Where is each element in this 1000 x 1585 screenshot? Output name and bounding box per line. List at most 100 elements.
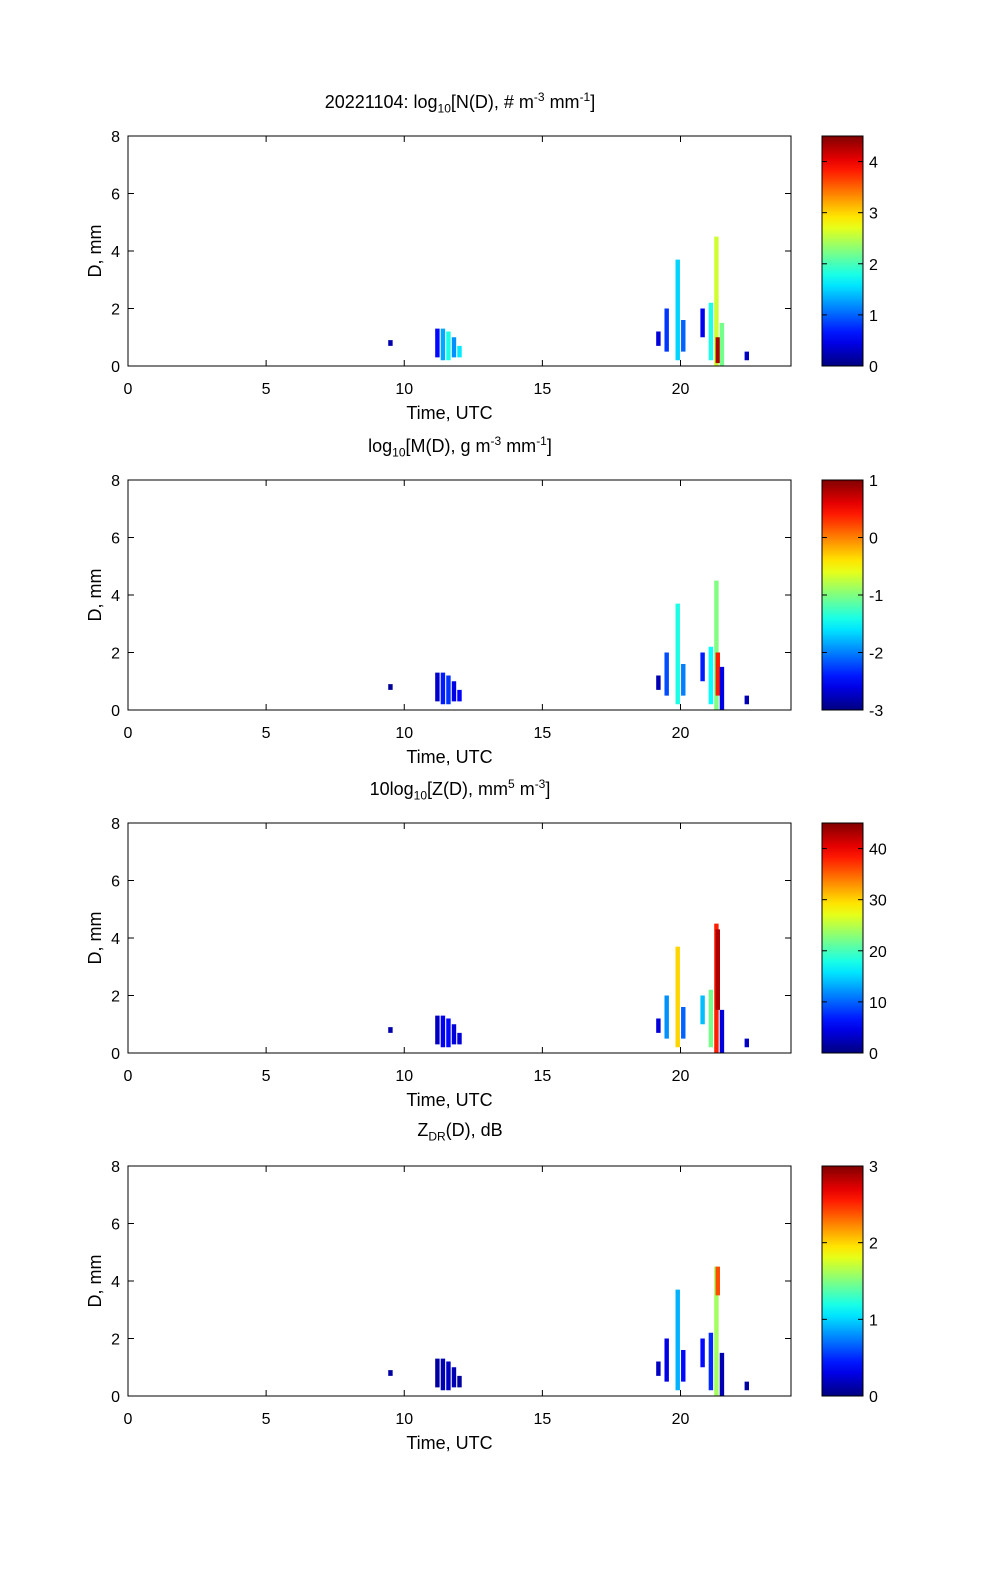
x-tick-label: 0 — [124, 725, 133, 742]
data-cell — [744, 351, 750, 361]
plot-area — [128, 1166, 791, 1396]
data-cell — [700, 1338, 705, 1368]
x-tick-label: 15 — [533, 1411, 551, 1428]
data-cell — [656, 1361, 661, 1376]
data-cell — [388, 1370, 393, 1376]
plot-area — [128, 136, 791, 366]
y-tick-label: 8 — [111, 816, 120, 833]
colorbar — [821, 1165, 864, 1397]
panel-title: 20221104: log10[N(D), # m-3 mm-1] — [0, 90, 920, 116]
data-cell — [451, 681, 457, 702]
data-cell — [714, 1266, 719, 1396]
colorbar-tick-label: 4 — [869, 155, 878, 172]
panel-title-part: -3 — [534, 777, 546, 791]
data-cell — [664, 995, 669, 1039]
data-cell — [446, 331, 451, 361]
panel-title-part: 10 — [437, 101, 451, 116]
panel-title-part: m — [514, 779, 535, 799]
colorbar — [821, 135, 864, 367]
y-tick-label: 0 — [111, 703, 120, 720]
data-cell — [656, 1018, 661, 1033]
panel-title-part: ] — [590, 92, 596, 112]
x-tick-label: 0 — [124, 1068, 133, 1085]
y-axis-label: D, mm — [85, 569, 105, 622]
colorbar-tick-label: 3 — [869, 1159, 878, 1176]
data-cell — [451, 1367, 457, 1388]
panel-title-part: 20221104: log — [324, 92, 438, 112]
data-cell — [681, 320, 686, 352]
panel-title-part: [Z(D), mm — [427, 779, 508, 799]
data-cell — [719, 1352, 725, 1396]
data-cell — [714, 580, 719, 710]
plot-area — [128, 823, 791, 1053]
data-cell — [388, 1027, 393, 1033]
panel-title: log10[M(D), g m-3 mm-1] — [0, 434, 920, 460]
colorbar-tick-label: 1 — [869, 473, 878, 490]
data-cell — [744, 1381, 750, 1391]
panel-title-part: mm — [501, 436, 537, 456]
panel-title: 10log10[Z(D), mm5 m-3] — [0, 777, 920, 803]
panel-title-part: -3 — [533, 90, 545, 104]
colorbar-tick-label: -1 — [869, 588, 883, 605]
y-tick-label: 2 — [111, 302, 120, 319]
data-cell — [708, 302, 714, 361]
y-tick-label: 8 — [111, 473, 120, 490]
panel-title-part: 10 — [413, 788, 428, 803]
panel-title-part: mm — [544, 92, 580, 112]
colorbar-tick-label: 1 — [869, 1312, 878, 1329]
x-tick-label: 20 — [672, 1411, 690, 1428]
data-cell — [675, 603, 680, 705]
x-tick-label: 10 — [395, 725, 413, 742]
data-cell — [744, 1038, 750, 1048]
data-cell — [700, 308, 705, 338]
data-cell — [440, 1358, 446, 1391]
x-tick-label: 0 — [124, 1411, 133, 1428]
x-tick-label: 10 — [395, 1411, 413, 1428]
colorbar-tick-label: 2 — [869, 1236, 878, 1253]
panel-title-part: Z — [417, 1120, 429, 1140]
x-tick-label: 5 — [262, 1068, 271, 1085]
data-cell — [675, 946, 680, 1048]
data-cell — [681, 1350, 686, 1382]
data-cell — [457, 1375, 462, 1388]
data-cell — [715, 652, 721, 696]
y-tick-label: 4 — [111, 931, 120, 948]
data-cell — [715, 929, 721, 1010]
data-cell — [388, 340, 393, 346]
data-cell — [681, 1007, 686, 1039]
data-cell — [700, 652, 705, 682]
y-tick-label: 2 — [111, 646, 120, 663]
y-tick-label: 6 — [111, 874, 120, 891]
y-tick-label: 2 — [111, 1332, 120, 1349]
data-cell — [700, 995, 705, 1025]
data-cell — [440, 1015, 446, 1048]
colorbar — [821, 479, 864, 711]
colorbar-tick-label: 30 — [869, 893, 887, 910]
data-cell — [457, 1032, 462, 1045]
x-tick-label: 10 — [395, 381, 413, 398]
x-axis-label: Time, UTC — [406, 403, 492, 423]
data-cell — [708, 1332, 714, 1391]
y-tick-label: 8 — [111, 129, 120, 146]
y-tick-label: 0 — [111, 1389, 120, 1406]
data-cell — [664, 308, 669, 352]
colorbar-tick-label: 0 — [869, 531, 878, 548]
data-cell — [446, 1361, 451, 1391]
y-tick-label: 4 — [111, 588, 120, 605]
data-cell — [435, 1358, 440, 1388]
panel-title-part: 5 — [508, 777, 515, 791]
colorbar-tick-label: 10 — [869, 995, 887, 1012]
data-cell — [656, 331, 661, 346]
x-tick-label: 0 — [124, 381, 133, 398]
y-tick-label: 0 — [111, 1046, 120, 1063]
data-cell — [715, 337, 721, 364]
panel-title-part: (D), dB — [445, 1120, 503, 1140]
panel-title-part: -3 — [490, 434, 502, 448]
x-tick-label: 20 — [672, 1068, 690, 1085]
y-tick-label: 2 — [111, 989, 120, 1006]
data-cell — [656, 675, 661, 690]
data-cell — [708, 646, 714, 705]
colorbar-tick-label: 40 — [869, 842, 887, 859]
